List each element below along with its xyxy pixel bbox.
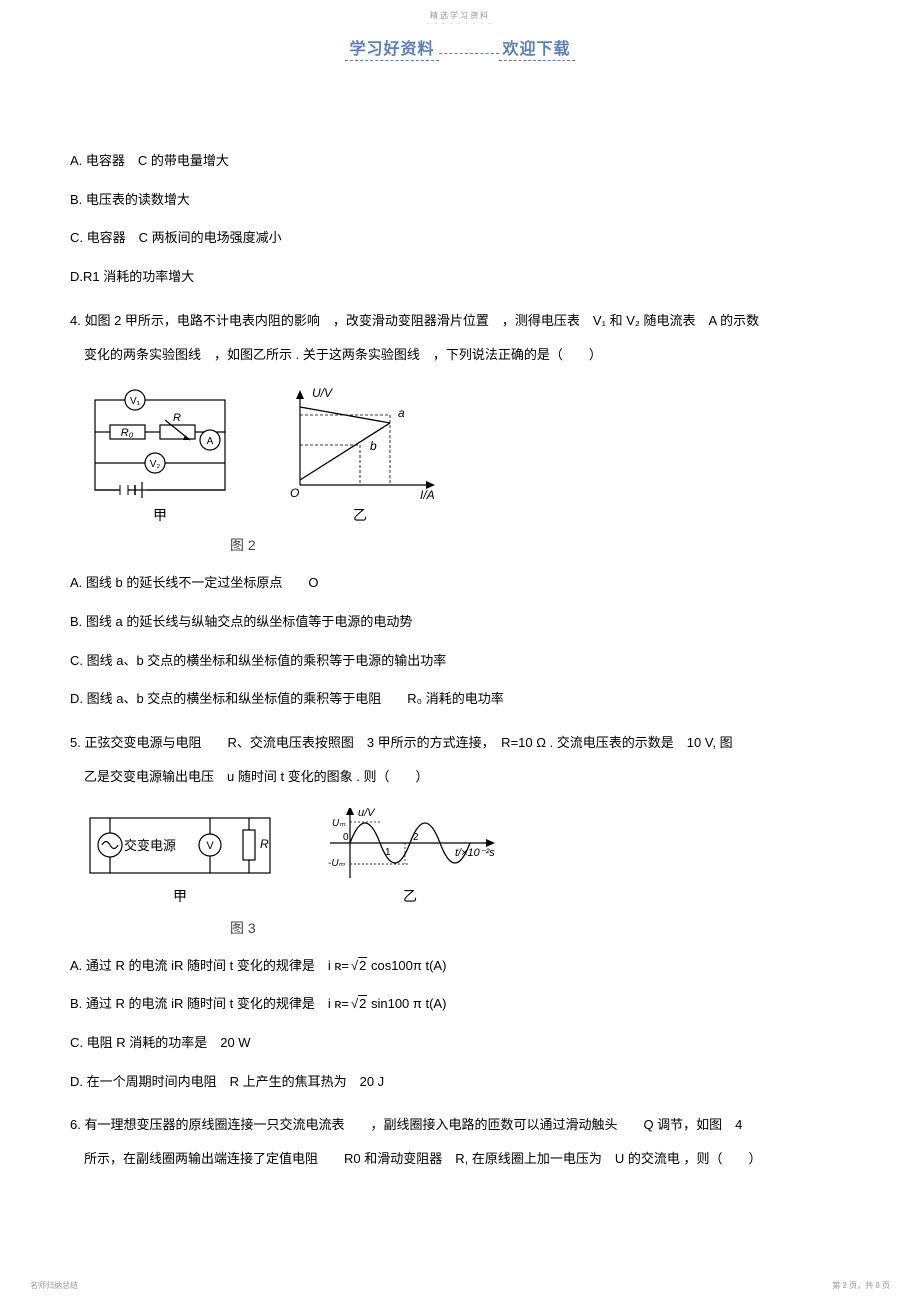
line-a-label: a [398,406,405,420]
two-label: 2 [413,832,419,843]
header-left: 学习好资料 [345,41,438,61]
q5-a-pre: A. 通过 R 的电流 iR 随时间 t 变化的规律是 i ʀ= [70,958,349,973]
q5-circuit-svg: 交变电源 V R 甲 [80,808,280,908]
q6-stem-line2: 所示，在副线圈两输出端连接了定值电阻 R0 和滑动变阻器 R, 在原线圈上加一电… [70,1151,761,1166]
q4-stem: 4. 如图 2 甲所示，电路不计电表内阻的影响 ，改变滑动变阻器滑片位置 ，测得… [70,304,850,372]
footer-left: 名师归纳总结 [30,1280,78,1291]
t-label: t/×10⁻²s [455,847,495,859]
yi-label: 乙 [353,507,367,523]
q6-stem: 6. 有一理想变压器的原线圈连接一只交流电流表 ，副线圈接入电路的匝数可以通过滑… [70,1108,850,1176]
q3-option-a: A. 电容器 C 的带电量增大 [70,149,850,174]
origin-label: O [290,486,299,500]
yi5-label: 乙 [403,888,417,904]
q5-b-pre: B. 通过 R 的电流 iR 随时间 t 变化的规律是 i ʀ= [70,996,349,1011]
tiny-header: 精选学习资料 [70,0,850,21]
r0-label: R₀ [121,427,134,439]
q5-b-post: sin100 π t(A) [367,996,446,1011]
q5-option-b: B. 通过 R 的电流 iR 随时间 t 变化的规律是 i ʀ=2 sin100… [70,992,850,1017]
q5-option-a: A. 通过 R 的电流 iR 随时间 t 变化的规律是 i ʀ=2 cos100… [70,954,850,979]
q4-option-c: C. 图线 a、b 交点的横坐标和纵坐标值的乘积等于电源的输出功率 [70,649,850,674]
v-label: V [206,840,214,852]
num-label: -Uₘ [328,858,346,869]
line-b-label: b [370,439,377,453]
q4-option-d: D. 图线 a、b 交点的横坐标和纵坐标值的乘积等于电阻 R₀ 消耗的电功率 [70,687,850,712]
q3-option-c: C. 电容器 C 两板间的电场强度减小 [70,226,850,251]
src-label: 交变电源 [124,838,176,853]
q4-figure: V₁ R₀ R A V₂ [80,385,850,525]
q4-stem-line2: 变化的两条实验图线 ，如图乙所示 . 关于这两条实验图线 ，下列说法正确的是（ … [70,347,602,362]
um-label: Uₘ [332,818,346,829]
q6-stem-line1: 6. 有一理想变压器的原线圈连接一只交流电流表 ，副线圈接入电路的匝数可以通过滑… [70,1117,742,1132]
tiny-dots: - - - - - - - - - [70,21,850,27]
q4-graph-svg: U/V I/A O a b 乙 [270,385,450,525]
q4-caption: 图 2 [70,535,850,555]
q4-circuit-svg: V₁ R₀ R A V₂ [80,385,240,525]
v1-label: V₁ [130,396,141,407]
zero-label: 0 [343,832,349,843]
q4-option-a: A. 图线 b 的延长线不一定过坐标原点 O [70,571,850,596]
r5-label: R [260,837,269,851]
q5-stem-line2: 乙是交变电源输出电压 u 随时间 t 变化的图象 . 则（ ） [70,769,429,784]
q5-figure: 交变电源 V R 甲 u/V Uₘ -Uₘ 0 [80,808,850,908]
q5-stem-line1: 5. 正弦交变电源与电阻 R、交流电压表按照图 3 甲所示的方式连接， R=10… [70,735,733,750]
jia5-label: 甲 [173,888,187,904]
u-axis-label: U/V [312,386,333,400]
q5-stem: 5. 正弦交变电源与电阻 R、交流电压表按照图 3 甲所示的方式连接， R=10… [70,726,850,794]
q4-option-b: B. 图线 a 的延长线与纵轴交点的纵坐标值等于电源的电动势 [70,610,850,635]
u-label: u/V [358,808,376,819]
q5-a-post: cos100π t(A) [367,958,446,973]
q3-option-d: D.R1 消耗的功率增大 [70,265,850,290]
q5-option-c: C. 电阻 R 消耗的功率是 20 W [70,1031,850,1056]
i-axis-label: I/A [420,488,435,502]
q4-stem-line1: 4. 如图 2 甲所示，电路不计电表内阻的影响 ，改变滑动变阻器滑片位置 ，测得… [70,313,759,328]
q5-option-d: D. 在一个周期时间内电阻 R 上产生的焦耳热为 20 J [70,1070,850,1095]
v2-label: V₂ [150,459,161,470]
q5-sine-svg: u/V Uₘ -Uₘ 0 1 2 t/×10⁻²s 乙 [310,808,510,908]
header-right: 欢迎下载 [499,41,575,61]
r-label: R [173,412,181,424]
q3-option-b: B. 电压表的读数增大 [70,188,850,213]
one-label: 1 [385,847,391,858]
a-label: A [207,436,214,447]
footer-right: 第 2 页，共 8 页 [832,1280,890,1291]
main-header: 学习好资料 欢迎下载 [70,35,850,59]
q5-caption: 图 3 [70,918,850,938]
jia-label: 甲 [153,507,167,523]
